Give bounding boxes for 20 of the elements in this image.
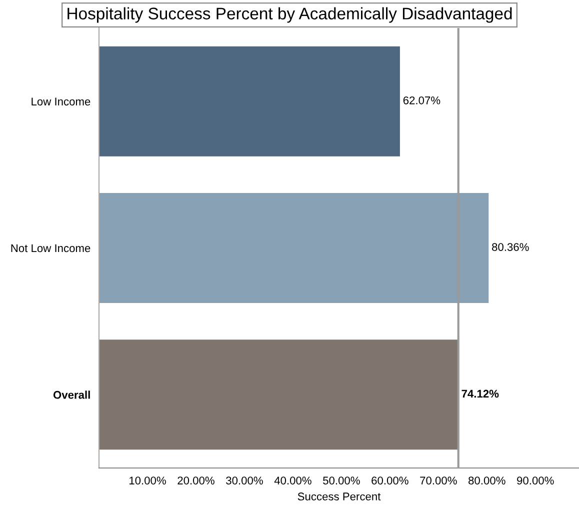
chart-title: Hospitality Success Percent by Academically Disadvantaged	[68, 7, 512, 23]
y-tick-label: Not Low Income	[11, 244, 90, 252]
data-label: 74.12%	[462, 390, 499, 398]
x-tick-label: 10.00%	[129, 476, 166, 484]
y-tick-label: Low Income	[32, 98, 90, 106]
bar	[99, 46, 400, 156]
x-tick-label: 40.00%	[274, 476, 312, 484]
bar	[99, 193, 489, 303]
x-tick-label: 90.00%	[517, 476, 554, 484]
x-tick-label: 30.00%	[226, 476, 263, 484]
x-tick-label: 70.00%	[420, 476, 457, 484]
data-label: 80.36%	[492, 243, 529, 251]
x-tick-label: 60.00%	[372, 476, 408, 484]
data-label: 62.07%	[403, 96, 440, 104]
bar	[99, 340, 458, 450]
x-axis-title: Success Percent	[298, 492, 381, 500]
x-tick-label: 80.00%	[468, 476, 506, 484]
x-tick-label: 50.00%	[323, 476, 360, 484]
x-tick-label: 20.00%	[178, 476, 214, 484]
y-tick-label: Overall	[53, 390, 90, 399]
